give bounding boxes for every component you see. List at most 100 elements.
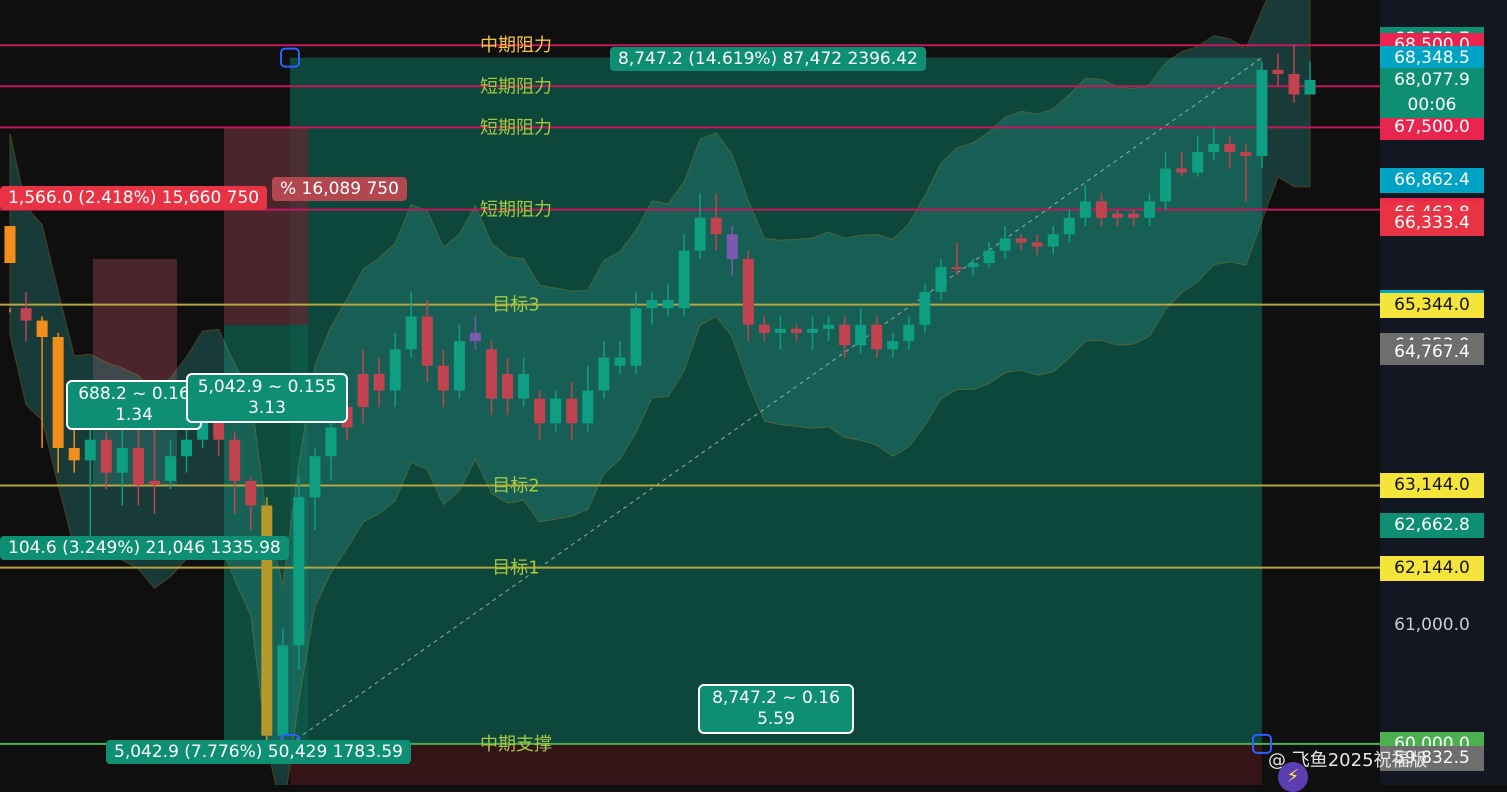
risk-reward-label-main: 8,747.2 ~ 0.16 5.59 (698, 684, 854, 734)
candle-body (646, 300, 658, 309)
drag-handle-2 (1252, 733, 1272, 754)
candle-body (534, 398, 546, 424)
position-zone-small-risk (224, 127, 308, 325)
candle-body (68, 447, 80, 461)
candle-body (213, 406, 225, 440)
candle-body (245, 480, 257, 506)
candle-body (1240, 152, 1252, 157)
candle-body (357, 374, 369, 407)
lightning-icon: ⚡ (1278, 762, 1308, 792)
candle-body (1079, 201, 1091, 218)
candle-body (405, 316, 417, 350)
candle-body (261, 505, 273, 736)
candle-body (999, 238, 1011, 251)
level-label-4: 目标3 (492, 295, 539, 316)
candle-body (469, 332, 481, 342)
candle-body (502, 374, 514, 399)
level-label-3: 短期阻力 (480, 200, 552, 221)
candle-body (84, 439, 96, 461)
candle-body (4, 226, 16, 264)
candle-body (116, 447, 128, 473)
candle-body (1272, 69, 1284, 74)
level-label-0: 中期阻力 (480, 35, 552, 56)
candle-body (790, 328, 802, 333)
range-stats-green-left: 104.6 (3.249%) 21,046 1335.98 (0, 536, 289, 560)
candle-body (871, 324, 883, 350)
candle-body (758, 324, 770, 333)
candle-body (197, 406, 209, 440)
price-tag: 63,144.0 (1380, 473, 1484, 499)
candle-body (582, 390, 594, 424)
candle-body (1144, 201, 1156, 218)
watermark: @ 飞鱼2025祝福版 (1268, 750, 1428, 771)
candle-body (566, 398, 578, 424)
candle-body (919, 291, 931, 325)
candle-body (598, 357, 610, 391)
candle-body (774, 328, 786, 333)
candle-body (630, 308, 642, 366)
candle-body (1160, 168, 1172, 202)
candle-body (229, 439, 241, 481)
candle-body (983, 250, 995, 264)
price-tag: 64,767.4 (1380, 340, 1484, 366)
risk-reward-main-line2: 5.59 (757, 709, 795, 729)
candle-body (678, 250, 690, 309)
candle-body (887, 341, 899, 350)
candle-body (1304, 79, 1316, 95)
price-tag: 62,144.0 (1380, 555, 1484, 581)
projection-line (289, 57, 1263, 745)
candle-body (662, 300, 674, 309)
candle-body (132, 447, 144, 485)
risk-reward-a-line2: 1.34 (115, 405, 153, 425)
candle-body (100, 439, 112, 473)
candle-body (373, 374, 385, 391)
price-tag: 59,832.5 (1380, 745, 1484, 771)
candle-body (437, 365, 449, 391)
candle-body (518, 374, 530, 399)
candle-body (1015, 238, 1027, 243)
candle-body (1031, 242, 1043, 247)
candle-body (1288, 73, 1300, 95)
price-tag: 62,662.8 (1380, 513, 1484, 539)
price-tag: 65,344.0 (1380, 292, 1484, 318)
risk-reward-a-line1: 688.2 ~ 0.16 (78, 384, 190, 404)
position-zone-left-risk (93, 258, 177, 391)
candle-body (486, 349, 497, 399)
level-label-7: 中期支撑 (480, 734, 552, 755)
risk-reward-main-line1: 8,747.2 ~ 0.16 (712, 688, 840, 708)
price-tag: 68,348.5 (1380, 45, 1484, 71)
level-label-2: 短期阻力 (480, 117, 552, 138)
candle-body (823, 324, 835, 329)
candle-body (1095, 201, 1107, 218)
candle-body (1128, 213, 1139, 218)
range-stats-red-left-2: % 16,089 750 (272, 177, 407, 201)
long-position-stop-zone (290, 743, 1262, 785)
candle-body (453, 341, 465, 391)
range-stats-top: 8,747.2 (14.619%) 87,472 2396.42 (610, 47, 926, 71)
risk-reward-b-line2: 3.13 (248, 398, 286, 418)
candle-body (935, 267, 947, 292)
candle-body (1224, 143, 1236, 153)
candle-body (1063, 217, 1075, 235)
candle-body (1176, 168, 1188, 173)
bar-countdown: 00:06 (1407, 94, 1457, 115)
candle-body (277, 645, 289, 736)
candle-body (148, 480, 160, 485)
candle-body (52, 337, 64, 448)
candle-body (20, 308, 32, 321)
price-axis-labels: 68,579.768,500.068,348.567,500.066,862.4… (1380, 0, 1507, 785)
candle-body (951, 267, 963, 270)
candle-body (36, 320, 48, 338)
candle-body (855, 324, 867, 346)
candle-body (903, 324, 915, 342)
risk-reward-label-a: 688.2 ~ 0.16 1.34 (66, 380, 202, 430)
drag-handle-0 (280, 47, 300, 68)
candle-body (181, 439, 193, 457)
candle-body (1208, 143, 1220, 153)
candle-body (726, 234, 738, 259)
risk-reward-b-line1: 5,042.9 ~ 0.155 (197, 377, 337, 397)
candle-body (165, 456, 176, 481)
candle-body (839, 324, 851, 346)
